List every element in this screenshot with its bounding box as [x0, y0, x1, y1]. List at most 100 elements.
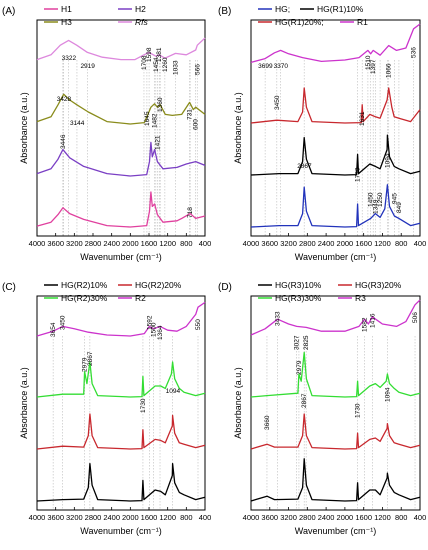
peak-label: 2919: [80, 63, 95, 70]
x-tick-label: 3200: [280, 239, 297, 248]
peak-label: 1631: [359, 111, 366, 126]
x-tick-label: 1600: [355, 513, 372, 522]
series-line: [36, 191, 206, 228]
peak-label: 1730: [355, 403, 362, 418]
x-tick-label: 2400: [103, 513, 120, 522]
y-axis-label: Absorbance (a.u.): [233, 367, 243, 439]
peak-label: 506: [412, 312, 419, 323]
x-tick-label: 1200: [159, 239, 176, 248]
x-tick-label: 800: [395, 513, 408, 522]
x-tick-label: 3200: [66, 513, 83, 522]
peak-label: 600: [193, 119, 200, 130]
legend-label: H2: [135, 4, 146, 14]
x-tick-label: 800: [180, 239, 193, 248]
peak-label: 1598: [146, 47, 153, 62]
x-tick-label: 2400: [318, 239, 335, 248]
peak-label: 1730: [355, 167, 362, 182]
peak-label: 1454: [153, 57, 160, 72]
x-tick-label: 800: [395, 239, 408, 248]
legend-label: HG(R1)10%: [317, 4, 364, 14]
plot-frame: [36, 19, 206, 237]
x-tick-label: 4000: [243, 513, 260, 522]
legend-label: HG(R3)10%: [275, 280, 322, 290]
peak-label: 2867: [87, 351, 94, 366]
legend-label: HG;: [275, 4, 290, 14]
x-tick-label: 400: [199, 513, 212, 522]
x-tick-label: 1600: [141, 239, 158, 248]
series-line: [250, 184, 421, 228]
peak-label: 3450: [60, 315, 67, 330]
series-line: [250, 134, 421, 176]
peak-label: 3433: [275, 311, 282, 326]
x-tick-label: 2000: [122, 239, 139, 248]
legend-label: HG(R2)30%: [61, 293, 108, 303]
x-tick-label: 2000: [337, 239, 354, 248]
peak-label: 2979: [296, 360, 303, 375]
peak-label: 3144: [70, 120, 85, 127]
peak-label: 1250: [377, 192, 384, 207]
peak-label: 1381: [156, 47, 163, 62]
panel-d: (D) HG(R3)10% HG(R3)20% HG(R3)30% R3 3433 3027…: [218, 280, 426, 536]
x-tick-label: 3600: [261, 239, 278, 248]
panel-label: (D): [218, 282, 232, 293]
peak-label: 718: [187, 207, 194, 218]
y-axis-label: Absorbance (a.u.): [233, 92, 243, 164]
peak-label: 945: [391, 193, 398, 204]
legend-label: R2: [135, 293, 146, 303]
legend-label: HG(R3)20%: [355, 280, 402, 290]
peak-label: 536: [411, 47, 418, 58]
peak-label: 1094: [166, 388, 181, 395]
series-line: [36, 93, 206, 125]
peak-label: 1360: [157, 97, 164, 112]
peak-label: 731: [187, 109, 194, 120]
peak-label: 1416: [369, 313, 376, 328]
x-tick-label: 3600: [47, 513, 64, 522]
legend-label: HG(R2)20%: [135, 280, 182, 290]
x-tick-label: 2800: [85, 239, 102, 248]
x-tick-label: 400: [414, 513, 427, 522]
panel-label: (A): [2, 6, 15, 17]
peak-label: 3027: [294, 335, 301, 350]
plot-frame: [36, 295, 206, 511]
x-axis-label: Wavenumber (cm⁻¹): [295, 526, 376, 536]
peak-label: 1582: [362, 317, 369, 332]
peak-label: 1421: [154, 135, 161, 150]
peak-label: 1260: [162, 57, 169, 72]
peak-label: 1708: [141, 55, 148, 70]
x-tick-label: 400: [414, 239, 427, 248]
x-tick-label: 2000: [337, 513, 354, 522]
peak-label: 1482: [152, 113, 159, 128]
peak-label: 1450: [368, 192, 375, 207]
panel-label: (B): [218, 6, 231, 17]
x-tick-label: 3200: [66, 239, 83, 248]
x-tick-label: 1200: [374, 239, 391, 248]
legend-label: HG(R3)30%: [275, 293, 322, 303]
x-tick-label: 3600: [261, 513, 278, 522]
x-tick-label: 3200: [280, 513, 297, 522]
legend-label: H1: [61, 4, 72, 14]
legend-label: R1: [357, 17, 368, 27]
x-tick-label: 2800: [299, 239, 316, 248]
x-tick-label: 2000: [122, 513, 139, 522]
x-tick-label: 800: [180, 513, 193, 522]
legend-label: R3: [355, 293, 366, 303]
peak-label: 3428: [57, 96, 72, 103]
x-tick-label: 400: [199, 239, 212, 248]
peak-label: 849: [396, 202, 403, 213]
series-line: [250, 413, 421, 450]
x-tick-label: 4000: [243, 239, 260, 248]
peak-label: 1094: [384, 153, 391, 168]
peak-label: 3699: [258, 63, 273, 70]
x-tick-label: 1600: [355, 239, 372, 248]
peak-label: 2867: [301, 393, 308, 408]
peak-label: 3450: [274, 95, 281, 110]
panel-c: (C) HG(R2)10% HG(R2)20% HG(R2)30% R2 3654 3450…: [2, 280, 211, 536]
peak-label: 1066: [386, 63, 393, 78]
x-tick-label: 1200: [374, 513, 391, 522]
series-line: [36, 413, 206, 450]
peak-label: 1349: [372, 199, 379, 214]
x-axis-label: Wavenumber (cm⁻¹): [80, 526, 161, 536]
